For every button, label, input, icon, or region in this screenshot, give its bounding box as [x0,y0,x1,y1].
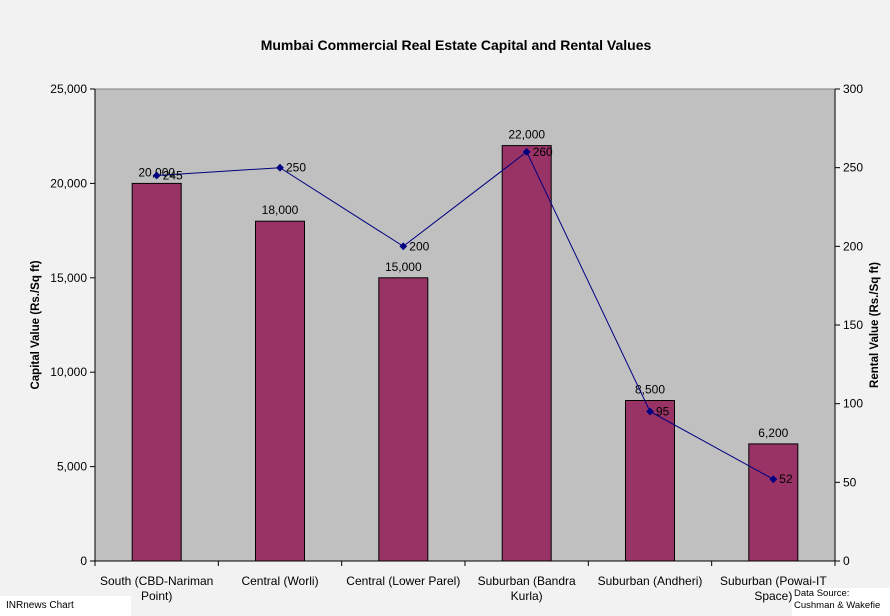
line-point [399,242,408,251]
y-tick-label: 15,000 [50,271,87,285]
y-tick-label: 0 [80,554,87,568]
chart-title: Mumbai Commercial Real Estate Capital an… [261,37,652,53]
line-data-label: 245 [163,169,183,183]
bar [501,145,552,562]
y-axis-label: Capital Value (Rs./Sq ft) [30,260,42,389]
y-tick-label: 10,000 [50,365,87,379]
bar [378,277,429,562]
bar-data-label: 15,000 [385,260,422,274]
line-data-label: 260 [533,145,553,159]
bar [255,220,305,562]
line-data-label: 95 [656,405,670,419]
line-series: 245 250 200 260 95 52 [152,145,793,486]
line-point [152,171,161,180]
line-point [276,163,284,172]
bar-series [131,145,799,562]
bar-data-label: 18,000 [262,203,299,217]
data-source-value: Cushman & Wakefie [794,600,881,611]
y2-axis-label: Rental Value (Rs./Sq ft) [869,262,881,388]
y-tick-label: 20,000 [50,176,87,190]
plot-area [94,88,836,562]
bar [625,400,675,562]
x-tick-label: Suburban (Bandra Kurla) [478,574,576,603]
y2-tick-label: 150 [843,318,863,332]
rental-line [156,151,774,480]
line-data-label: 200 [409,239,429,253]
y2-tick-label: 50 [843,475,857,489]
y2-tick-label: 200 [843,239,863,253]
bar [131,182,182,562]
x-tick-label: Central (Worli) [241,574,318,588]
bar-data-label: 6,200 [758,426,788,440]
x-tick-label: Suburban (Powai-IT Space) [720,574,827,603]
y-tick-label: 25,000 [50,82,87,96]
line-point [522,147,531,156]
line-data-label: 52 [779,472,793,486]
y2-tick-label: 100 [843,397,863,411]
y2-tick-label: 300 [843,82,863,96]
line-point [646,407,654,416]
x-tick-label: Suburban (Andheri) [598,574,703,588]
line-point [769,475,778,484]
data-source-label: Data Source: [794,588,850,599]
bar-data-label: 22,000 [508,128,545,142]
bar [748,443,799,562]
axes: 0 5,000 10,000 15,000 20,000 25,000 0 50 100 150 2… [50,82,863,603]
line-data-label: 250 [286,161,306,175]
y2-tick-label: 0 [843,554,850,568]
bar-data-label: 8,500 [635,383,665,397]
x-tick-label: Central (Lower Parel) [346,574,460,588]
chart-source-right: Data Source: Cushman & Wakefie [792,588,890,616]
chart-source-left: INRnews Chart [0,596,131,616]
x-tick-label: South (CBD-Nariman Point) [100,574,213,603]
y-tick-label: 5,000 [57,460,87,474]
y2-tick-label: 250 [843,161,863,175]
